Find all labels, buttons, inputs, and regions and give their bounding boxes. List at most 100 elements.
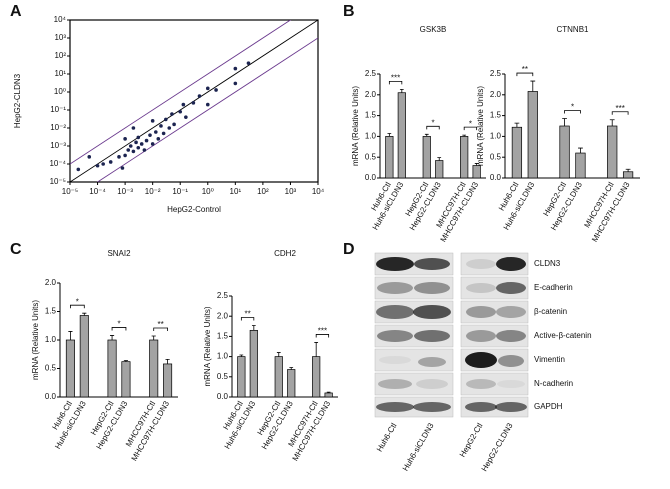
bar: [511, 126, 523, 179]
error-bar: [399, 88, 404, 93]
point: [178, 109, 183, 114]
protein-label: β-catenin: [534, 307, 567, 316]
band: [418, 357, 446, 367]
y-tick-label: 1.5: [217, 332, 229, 341]
error-bar: [314, 342, 319, 357]
blot-strip: [460, 300, 529, 324]
point: [123, 153, 127, 158]
y-tick-label: 2.5: [365, 69, 377, 78]
error-bar: [276, 352, 281, 357]
blot-strip: [374, 348, 454, 372]
bar: [472, 165, 481, 179]
y-tick-label: 2.5: [217, 291, 229, 300]
point: [167, 126, 172, 130]
point: [150, 119, 155, 123]
significance-label: *: [469, 119, 472, 128]
bar: [607, 125, 618, 179]
y-axis-label: HepG2-CLDN3: [13, 73, 22, 128]
y-tick-label: 10⁻³: [50, 141, 66, 150]
fold-line: [70, 20, 318, 182]
y-tick-label: 10⁰: [54, 87, 66, 96]
panel-letter: B: [343, 3, 355, 20]
y-tick-label: 2.0: [490, 90, 502, 99]
point: [136, 135, 141, 140]
point: [139, 142, 144, 146]
y-axis-label: mRNA (Relative Units): [351, 86, 360, 166]
bar: [397, 92, 406, 179]
error-bar: [609, 119, 615, 126]
point: [170, 112, 174, 116]
error-bar: [562, 118, 567, 126]
point: [117, 155, 121, 159]
point: [191, 101, 196, 105]
error-bar: [437, 157, 442, 161]
error-bar: [514, 122, 520, 128]
point: [76, 167, 81, 172]
y-tick-label: 10¹: [54, 69, 66, 78]
point: [131, 126, 136, 130]
y-tick-label: 2.5: [490, 69, 502, 78]
lane-label: Huh6-Ctl: [375, 421, 399, 453]
x-tick-label: 10⁻⁵: [62, 187, 78, 196]
y-tick-label: 0.5: [45, 364, 57, 373]
band: [379, 356, 411, 364]
bar: [121, 361, 131, 398]
bar: [622, 171, 634, 179]
y-axis-label: mRNA (Relative Units): [476, 86, 485, 166]
y-tick-label: 10⁻⁴: [49, 159, 66, 168]
point: [95, 163, 100, 168]
band: [413, 402, 451, 412]
y-tick-label: 1.5: [365, 111, 377, 120]
bar: [527, 91, 538, 179]
error-bar: [462, 134, 467, 137]
band: [413, 305, 451, 319]
band: [465, 352, 497, 368]
y-tick-label: 1.0: [45, 335, 57, 344]
error-bar: [326, 391, 331, 393]
band: [414, 258, 450, 270]
significance-label: **: [522, 65, 528, 74]
band: [466, 306, 496, 318]
point: [233, 81, 238, 86]
lane-label: Huh6-siCLDN3: [401, 421, 436, 473]
lane-label: HepG2-CLDN3: [480, 421, 515, 473]
band: [466, 283, 496, 293]
band: [376, 305, 414, 319]
point: [164, 117, 168, 122]
significance-bracket: [111, 327, 127, 331]
y-tick-label: 1.5: [490, 111, 502, 120]
panel-letter: A: [10, 3, 22, 20]
y-tick-label: 10⁻⁵: [50, 177, 66, 186]
significance-label: *: [431, 118, 434, 127]
point: [159, 124, 163, 128]
bar: [65, 339, 75, 398]
significance-bracket: [426, 125, 440, 130]
bar: [559, 125, 570, 179]
y-axis-label: mRNA (Relative Units): [203, 306, 212, 386]
panel-letter: C: [10, 241, 22, 258]
bar: [249, 329, 258, 398]
band: [466, 330, 496, 342]
significance-label: **: [244, 310, 250, 319]
point: [197, 94, 202, 98]
y-tick-label: 1.0: [217, 352, 229, 361]
protein-label: N-cadherin: [534, 379, 573, 388]
band: [376, 402, 414, 412]
band: [496, 257, 526, 271]
y-tick-label: 2.0: [217, 311, 229, 320]
error-bar: [68, 331, 73, 340]
protein-label: Active-β-catenin: [534, 331, 592, 340]
blot-strip: [374, 372, 454, 396]
band: [414, 282, 450, 294]
protein-label: E-cadherin: [534, 283, 573, 292]
bar: [79, 315, 89, 398]
point: [128, 144, 133, 148]
error-bar: [424, 133, 429, 137]
band: [376, 257, 414, 271]
lane-label: HepG2-Ctl: [458, 421, 485, 458]
error-bar: [109, 335, 115, 340]
bar: [460, 136, 469, 179]
band: [498, 355, 524, 367]
band: [496, 330, 526, 342]
